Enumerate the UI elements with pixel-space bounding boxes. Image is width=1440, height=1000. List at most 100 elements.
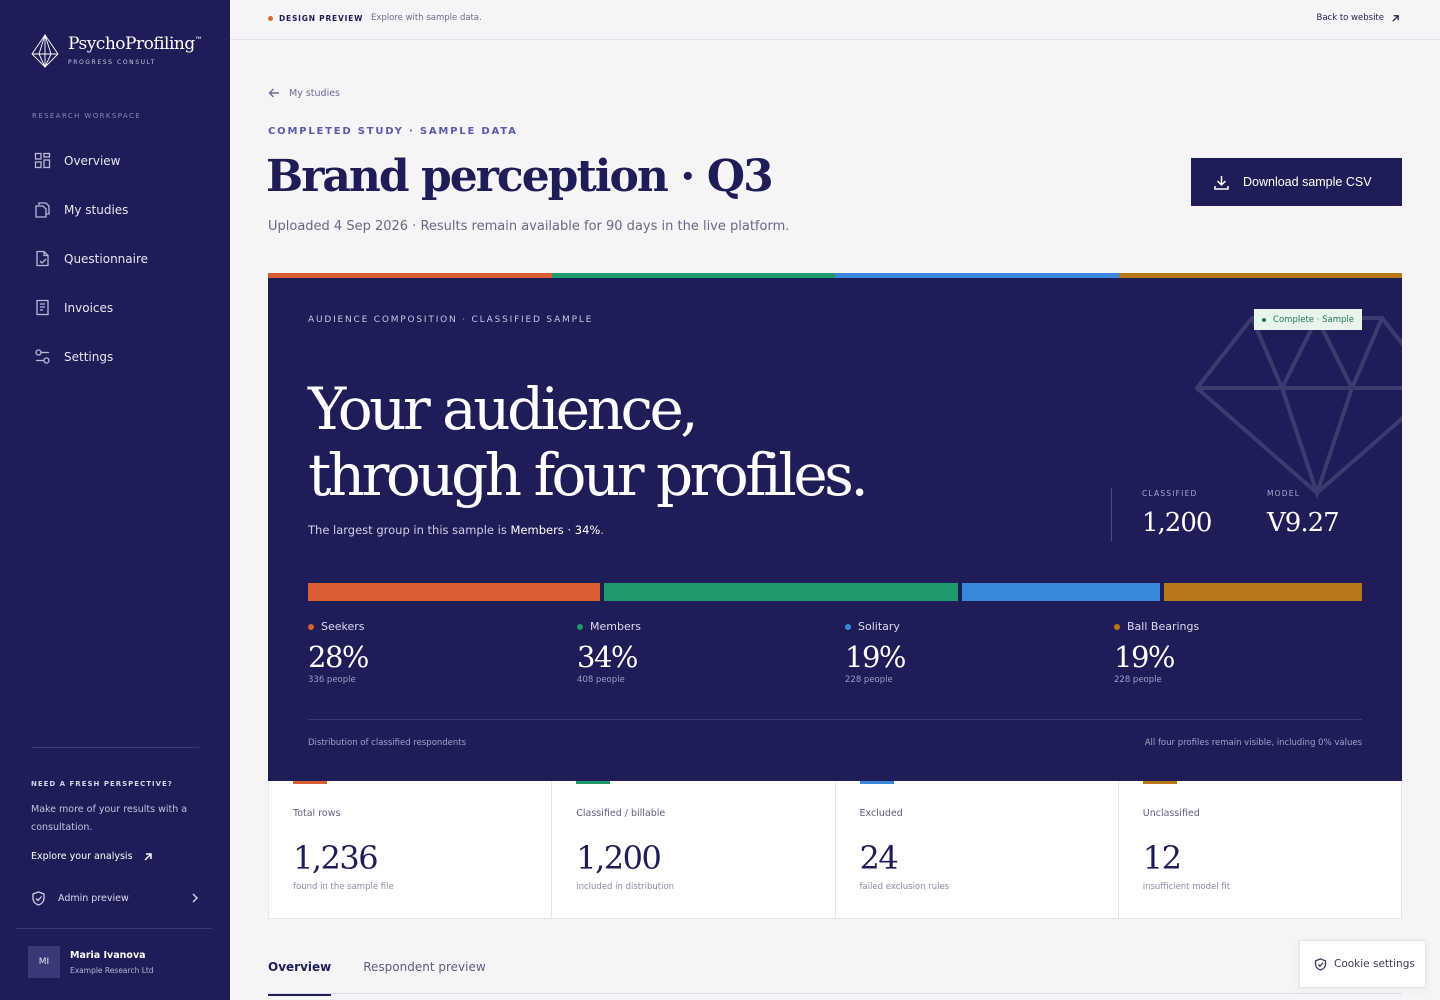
distribution-segment-ball-bearings [1163, 583, 1362, 601]
consultation-text: Make more of your results with a consult… [31, 804, 188, 833]
stat-excluded: Excluded 24 failed exclusion rules [836, 781, 1119, 918]
sliders-icon [35, 349, 50, 364]
audience-panel: AUDIENCE COMPOSITION · CLASSIFIED SAMPLE… [268, 278, 1402, 781]
panel-headline: Your audience, through four profiles. [308, 375, 869, 509]
stat-accent [293, 781, 327, 784]
distribution-segment-solitary [962, 583, 1160, 601]
shield-check-icon [1314, 957, 1327, 971]
legend-dot [845, 623, 851, 630]
profile-members: Members 34% 408 people [577, 620, 807, 685]
panel-eyebrow: AUDIENCE COMPOSITION · CLASSIFIED SAMPLE [308, 315, 594, 325]
profile-solitary: Solitary 19% 228 people [845, 620, 1075, 685]
stat-value: 1,236 [293, 839, 379, 877]
stat-accent [1142, 781, 1177, 784]
user-organization: Example Research Ltd [70, 965, 154, 975]
stat-label: Classified / billable [576, 808, 666, 819]
profile-percent: 19% [1114, 640, 1175, 674]
profile-count: 228 people [1114, 675, 1162, 685]
profile-seekers: Seekers 28% 336 people [308, 620, 538, 685]
study-eyebrow: COMPLETED STUDY · SAMPLE DATA [268, 126, 518, 137]
metrics-divider [1111, 488, 1112, 541]
sidebar-divider [16, 928, 212, 929]
logo-subtitle: PROGRESS CONSULT [68, 59, 157, 66]
sidebar-item-label: Invoices [64, 300, 114, 315]
tab-respondent-preview[interactable]: Respondent preview [363, 960, 486, 974]
classified-label: CLASSIFIED [1142, 489, 1198, 498]
shield-check-icon [32, 890, 45, 906]
profile-percent: 19% [845, 640, 906, 674]
admin-preview-item[interactable]: Admin preview [31, 889, 199, 907]
arrow-up-right-icon [1392, 14, 1399, 22]
stat-label: Total rows [293, 808, 341, 819]
download-icon [1214, 175, 1229, 190]
checklist-doc-icon [36, 250, 49, 267]
back-to-studies-link[interactable]: My studies [268, 87, 340, 99]
sidebar-item-invoices[interactable]: Invoices [0, 283, 230, 332]
workspace-label: RESEARCH WORKSPACE [32, 112, 142, 120]
legend-dot [577, 623, 583, 630]
explore-analysis-link[interactable]: Explore your analysis [31, 851, 153, 862]
profile-name: Members [590, 620, 641, 633]
stat-total-rows: Total rows 1,236 found in the sample fil… [269, 781, 553, 918]
cookie-settings-button[interactable]: Cookie settings [1299, 940, 1426, 988]
profile-ball-bearings: Ball Bearings 19% 228 people [1114, 620, 1344, 685]
stat-caption: failed exclusion rules [859, 882, 950, 892]
model-value: V9.27 [1267, 508, 1340, 538]
sidebar-item-my-studies[interactable]: My studies [0, 185, 230, 234]
color-stripe [268, 273, 1402, 278]
sidebar-item-settings[interactable]: Settings [0, 332, 230, 381]
grid-icon [34, 152, 51, 169]
profile-percent: 34% [577, 640, 638, 674]
stripe-segment [835, 273, 1119, 278]
stat-accent [576, 781, 611, 784]
logo-name: PsychoProfiling™ [68, 34, 203, 54]
profile-name: Seekers [321, 620, 365, 633]
tab-overview[interactable]: Overview [268, 960, 332, 996]
profile-percent: 28% [308, 640, 369, 674]
invoice-icon [36, 299, 49, 316]
page-title: Brand perception · Q3 [266, 151, 774, 202]
design-preview-dot [268, 16, 273, 21]
sidebar-item-label: Settings [64, 349, 114, 364]
stripe-segment [551, 273, 835, 278]
sidebar-item-label: Overview [64, 153, 121, 168]
sidebar-item-label: My studies [64, 202, 129, 217]
topbar: DESIGN PREVIEW Explore with sample data.… [230, 0, 1440, 40]
back-to-website-link[interactable]: Back to website [1316, 13, 1400, 23]
sidebar-item-label: Questionnaire [64, 251, 149, 266]
largest-group-text: The largest group in this sample is Memb… [308, 523, 604, 537]
arrow-up-right-icon [143, 852, 152, 861]
sidebar-nav: Overview My studies Questionnaire Invoic… [0, 136, 230, 381]
user-profile[interactable]: MI Maria Ivanova Example Research Ltd [28, 946, 154, 978]
stat-value: 1,200 [576, 839, 662, 877]
profile-count: 336 people [308, 675, 356, 685]
stats-row: Total rows 1,236 found in the sample fil… [268, 781, 1402, 919]
legend-dot [1114, 623, 1120, 630]
stat-classified: Classified / billable 1,200 included in … [552, 781, 836, 918]
stat-caption: insufficient model fit [1142, 882, 1231, 892]
download-csv-button[interactable]: Download sample CSV [1191, 158, 1402, 206]
stat-value: 24 [859, 839, 899, 877]
logo[interactable]: PsychoProfiling™ PROGRESS CONSULT [30, 34, 203, 68]
legend-dot [308, 623, 314, 630]
sidebar-item-questionnaire[interactable]: Questionnaire [0, 234, 230, 283]
profile-name: Solitary [858, 620, 900, 633]
profile-count: 228 people [845, 675, 893, 685]
distribution-segment-seekers [308, 583, 600, 601]
stat-label: Excluded [859, 808, 903, 819]
profile-name: Ball Bearings [1127, 620, 1200, 633]
sidebar-divider [31, 747, 199, 748]
stat-caption: included in distribution [576, 882, 675, 892]
sidebar-item-overview[interactable]: Overview [0, 136, 230, 185]
panel-footer-left: Distribution of classified respondents [308, 738, 467, 748]
tab-bar: Overview Respondent preview [268, 960, 1402, 996]
panel-divider [308, 719, 1362, 720]
design-preview-subtitle: Explore with sample data. [371, 13, 482, 23]
upload-info: Uploaded 4 Sep 2026 · Results remain ava… [268, 219, 790, 234]
panel-footer-right: All four profiles remain visible, includ… [1144, 738, 1362, 748]
stat-unclassified: Unclassified 12 insufficient model fit [1119, 781, 1401, 918]
gem-logo-icon [31, 34, 59, 68]
stripe-segment [268, 273, 552, 278]
distribution-segment-members [603, 583, 959, 601]
documents-icon [35, 202, 50, 218]
